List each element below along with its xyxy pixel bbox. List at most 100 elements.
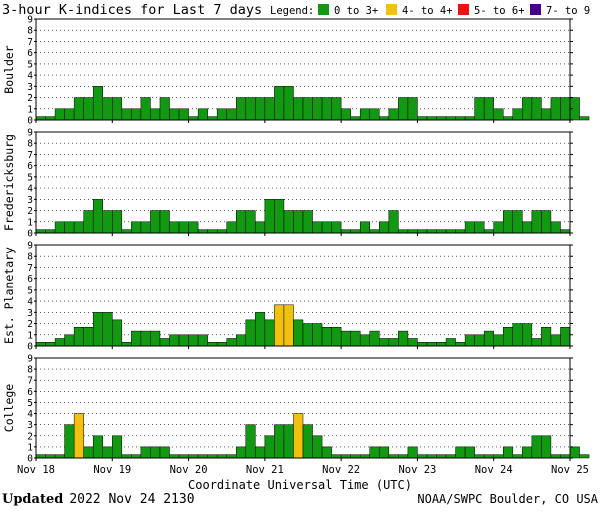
y-tick-label: 7 [27, 263, 33, 274]
y-tick-label: 5 [27, 172, 33, 183]
bar [45, 116, 56, 121]
bar [131, 221, 142, 234]
bar [274, 199, 285, 234]
y-tick-label: 2 [27, 93, 33, 104]
bar [283, 424, 294, 459]
bar [340, 108, 351, 121]
bar [302, 97, 313, 121]
bar [45, 342, 56, 347]
bar [340, 229, 351, 234]
bar [359, 108, 371, 121]
y-tick-label: 8 [27, 26, 33, 37]
y-tick-label: 7 [27, 150, 33, 161]
bar [541, 210, 552, 234]
bar [45, 229, 56, 234]
bar [188, 334, 199, 347]
y-tick-label: 4 [27, 409, 33, 420]
bar [331, 327, 342, 347]
y-tick-label: 2 [27, 206, 33, 217]
bar [226, 338, 237, 347]
bar [274, 304, 285, 347]
bar [73, 97, 84, 121]
bar [455, 446, 466, 459]
bar [369, 446, 380, 459]
bar [531, 435, 542, 459]
panel-label: Est. Planetary [2, 247, 16, 344]
y-tick-label: 1 [27, 442, 33, 453]
legend-item-label: 5- to 6+ [474, 5, 525, 17]
bar [388, 338, 399, 347]
bar [541, 327, 552, 347]
y-tick-label: 4 [27, 71, 33, 82]
bar [121, 108, 132, 121]
bar [512, 210, 523, 234]
bar [379, 446, 390, 459]
bar [541, 108, 552, 121]
bar [255, 221, 266, 234]
bar [417, 342, 428, 347]
bar [359, 334, 371, 347]
y-tick-label: 5 [27, 285, 33, 296]
bar [522, 323, 533, 347]
bar [436, 116, 447, 121]
bar [464, 446, 475, 459]
bar [522, 221, 533, 234]
bar [92, 199, 104, 234]
x-tick-label: Nov 24 [475, 464, 513, 476]
bar [255, 312, 266, 347]
y-tick-label: 3 [27, 420, 33, 431]
panel-frame [35, 131, 571, 234]
bar [321, 327, 332, 347]
bar [522, 97, 533, 121]
bar [283, 304, 294, 347]
bar [312, 435, 323, 459]
legend-label: Legend: [270, 5, 314, 17]
bar [73, 327, 84, 347]
bar [503, 446, 514, 459]
bar [493, 221, 504, 234]
legend-item-label: 0 to 3+ [334, 5, 378, 17]
bar [407, 97, 418, 121]
x-tick-label: Nov 19 [93, 464, 131, 476]
bar [35, 116, 46, 121]
bar [312, 323, 323, 347]
x-tick-label: Nov 18 [17, 464, 55, 476]
y-tick-label: 9 [27, 354, 33, 365]
bar [293, 97, 304, 121]
bar [426, 342, 437, 347]
bar [188, 221, 199, 234]
bar [407, 338, 418, 347]
bar [159, 210, 170, 234]
y-tick-label: 0 [27, 116, 33, 127]
bar [35, 229, 46, 234]
bar [169, 221, 180, 234]
bar [54, 338, 65, 347]
y-tick-label: 6 [27, 48, 33, 59]
panel-frame [35, 244, 571, 347]
bar [426, 116, 437, 121]
bar [264, 435, 275, 459]
bar [474, 97, 485, 121]
bar [369, 229, 380, 234]
bar [169, 108, 180, 121]
y-tick-label: 0 [27, 229, 33, 240]
bar [245, 319, 256, 347]
bar [150, 210, 161, 234]
bar [236, 97, 247, 121]
y-tick-label: 7 [27, 37, 33, 48]
bar [64, 221, 75, 234]
bar [560, 229, 571, 234]
bar [483, 97, 494, 121]
bar [178, 108, 189, 121]
bar [121, 342, 132, 347]
y-tick-label: 1 [27, 330, 33, 341]
bar [150, 330, 161, 347]
bar [369, 330, 380, 347]
bar [121, 229, 132, 234]
y-tick-label: 3 [27, 308, 33, 319]
bar [283, 86, 294, 121]
bar [455, 342, 466, 347]
bar [436, 229, 447, 234]
